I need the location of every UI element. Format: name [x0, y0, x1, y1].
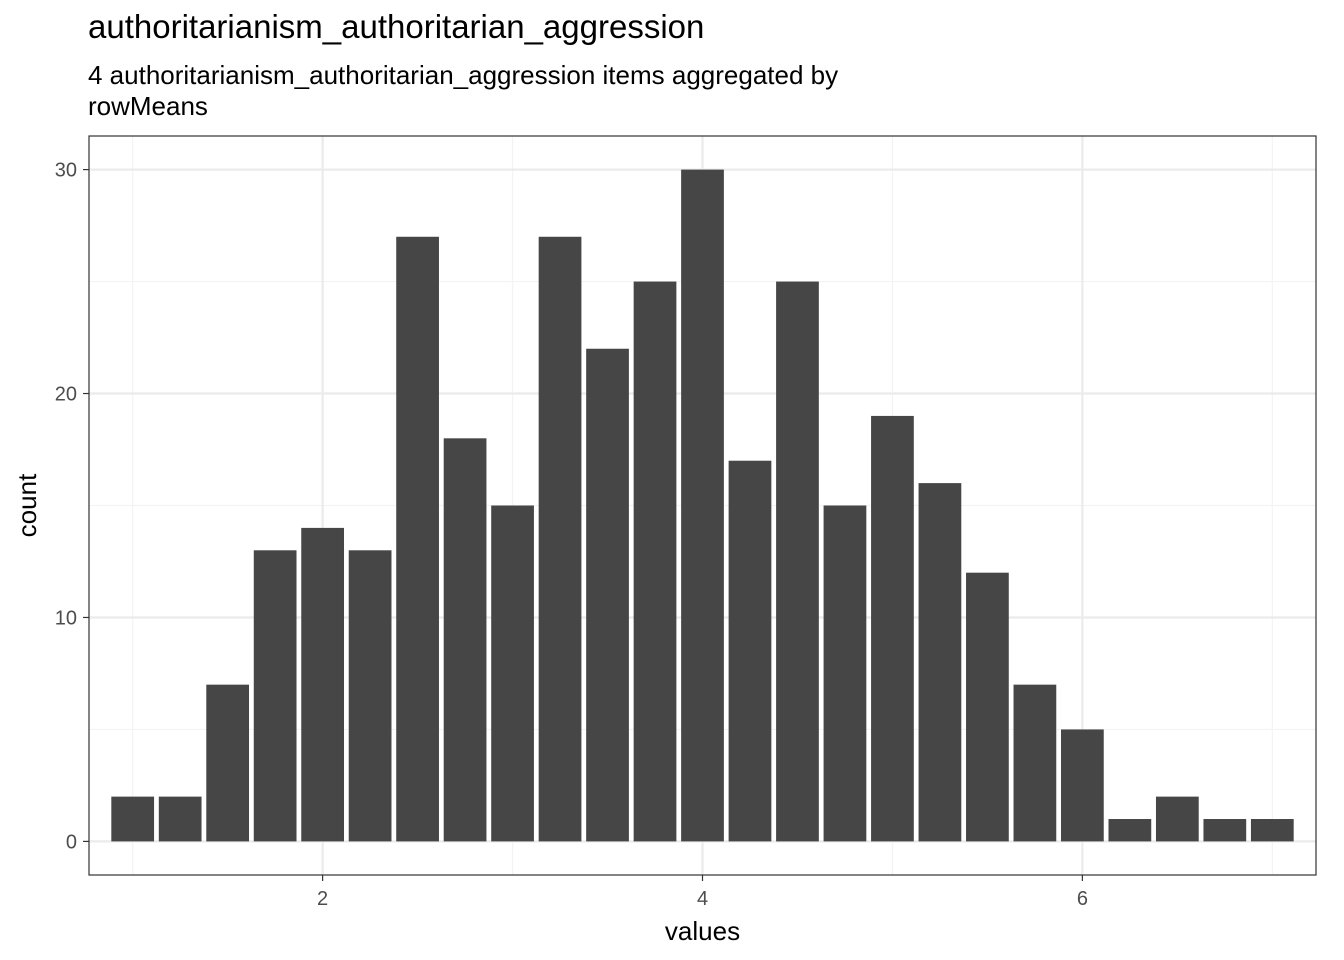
- histogram-bar: [253, 550, 297, 842]
- histogram-bar: [1250, 819, 1294, 842]
- chart-subtitle-line-2: rowMeans: [88, 91, 208, 121]
- histogram-bar: [1061, 729, 1104, 842]
- histogram-bar: [206, 684, 250, 842]
- histogram-bar: [1108, 819, 1152, 842]
- histogram-bar: [1155, 796, 1199, 842]
- histogram-bar: [158, 796, 202, 842]
- chart-subtitle: 4 authoritarianism_authoritarian_aggress…: [88, 60, 838, 122]
- y-axis-ticks: 0 10 20 30: [55, 160, 89, 853]
- chart-title: authoritarianism_authoritarian_aggressio…: [88, 8, 705, 45]
- histogram-bar: [301, 527, 344, 842]
- y-tick-label: 30: [55, 160, 77, 182]
- chart-subtitle-line-1: 4 authoritarianism_authoritarian_aggress…: [88, 60, 839, 90]
- histogram-bar: [586, 348, 629, 842]
- y-tick-label: 0: [66, 831, 77, 853]
- histogram-bar: [1203, 819, 1247, 842]
- histogram-bar: [871, 415, 914, 842]
- histogram-bar: [918, 483, 962, 842]
- histogram-bar: [966, 572, 1009, 842]
- histogram-bars: [111, 169, 1294, 842]
- x-tick-label: 2: [317, 888, 328, 910]
- histogram-bar: [348, 550, 392, 842]
- x-tick-label: 6: [1077, 888, 1088, 910]
- y-tick-label: 10: [55, 607, 77, 629]
- y-axis-title: count: [12, 473, 42, 537]
- y-tick-label: 20: [55, 384, 77, 406]
- histogram-bar: [443, 438, 487, 842]
- x-axis-title: values: [665, 916, 740, 946]
- histogram-bar: [823, 505, 867, 842]
- histogram-bar: [728, 460, 772, 842]
- histogram-bar: [776, 281, 819, 842]
- histogram-bar: [111, 796, 155, 842]
- histogram-bar: [681, 169, 724, 842]
- x-tick-label: 4: [697, 888, 708, 910]
- histogram-bar: [1013, 684, 1057, 842]
- histogram-bar: [396, 236, 439, 842]
- histogram-bar: [538, 236, 582, 842]
- x-axis-ticks: 2 4 6: [317, 875, 1088, 910]
- histogram-bar: [491, 505, 534, 842]
- histogram-bar: [633, 281, 677, 842]
